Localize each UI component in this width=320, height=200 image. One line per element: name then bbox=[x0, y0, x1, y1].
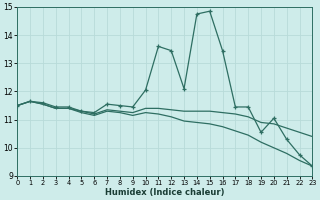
X-axis label: Humidex (Indice chaleur): Humidex (Indice chaleur) bbox=[105, 188, 225, 197]
